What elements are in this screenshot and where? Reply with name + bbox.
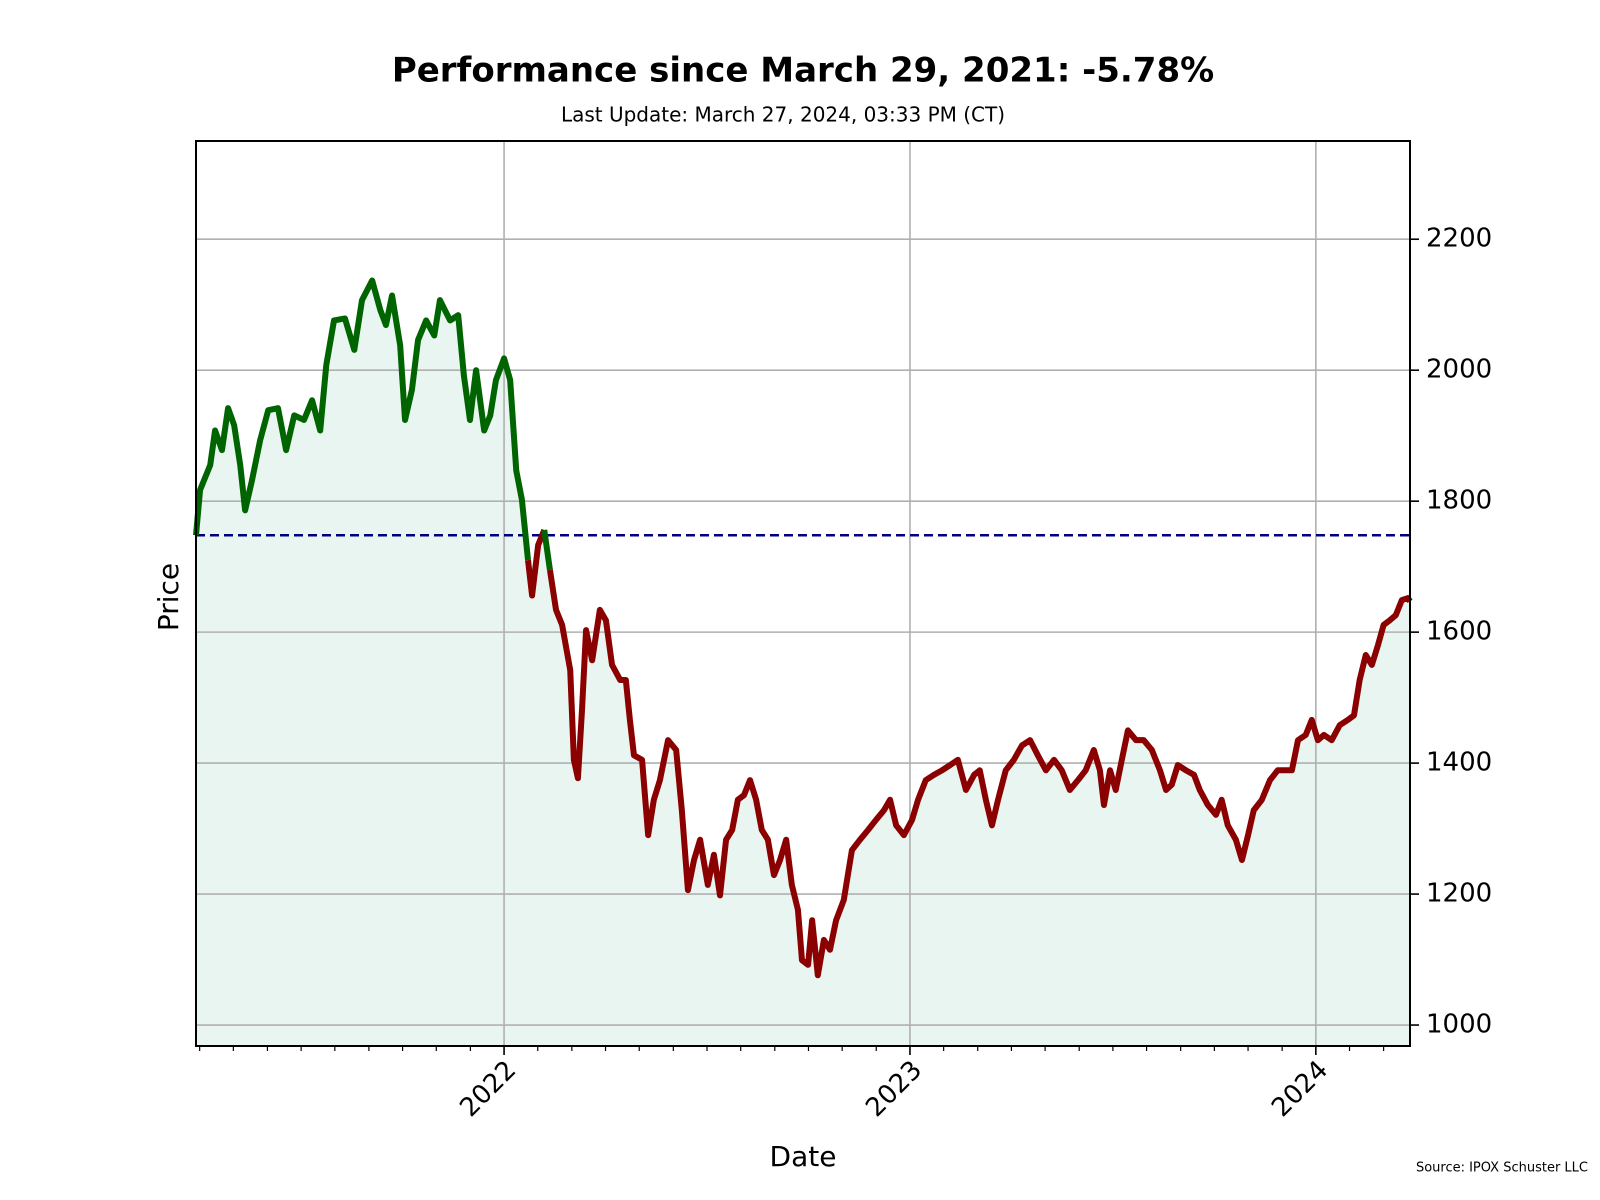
- y-tick-label: 1600: [1426, 617, 1492, 647]
- y-tick-label: 2000: [1426, 355, 1492, 385]
- x-tick-label: 2022: [454, 1055, 522, 1123]
- plot-frame: [195, 140, 1411, 1047]
- y-tick-label: 1200: [1426, 879, 1492, 909]
- y-tick-label: 1400: [1426, 748, 1492, 778]
- y-axis-label: Price: [152, 563, 185, 631]
- y-tick-label: 1000: [1426, 1010, 1492, 1040]
- y-tick-label: 1800: [1426, 486, 1492, 516]
- x-axis-label: Date: [770, 1140, 837, 1173]
- price-line: [193, 277, 531, 561]
- price-line: [541, 529, 553, 571]
- price-line: [546, 569, 1413, 979]
- x-tick-label: 2024: [1266, 1055, 1334, 1123]
- chart-title: Performance since March 29, 2021: -5.78%: [392, 51, 1214, 91]
- chart-subtitle: Last Update: March 27, 2024, 03:33 PM (C…: [561, 103, 1005, 127]
- y-tick-label: 2200: [1426, 224, 1492, 254]
- price-line: [525, 528, 548, 599]
- x-tick-label: 2023: [860, 1055, 928, 1123]
- source-note: Source: IPOX Schuster LLC: [1416, 1161, 1588, 1176]
- area-fill: [196, 280, 1410, 1046]
